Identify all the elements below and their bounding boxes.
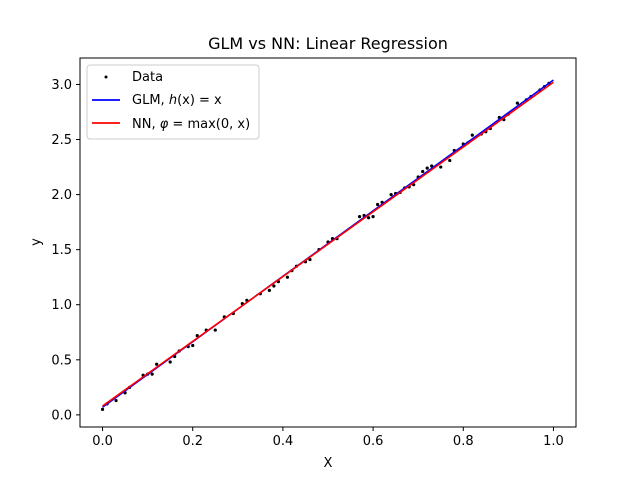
y-tick-label-4: 2.0 xyxy=(51,188,72,203)
axes-frame xyxy=(79,57,577,428)
data-point-29 xyxy=(308,257,312,262)
data-point-48 xyxy=(425,166,429,170)
y-tick-label-5: 2.5 xyxy=(51,133,72,148)
data-point-0 xyxy=(100,407,105,411)
data-point-9 xyxy=(168,360,172,364)
data-point-2 xyxy=(114,398,118,403)
x-tick-label-0: 0.0 xyxy=(92,434,113,449)
data-point-50 xyxy=(439,165,443,169)
data-point-38 xyxy=(376,202,380,207)
x-tick-label-5: 1.0 xyxy=(543,434,564,449)
data-point-62 xyxy=(515,101,519,105)
x-tick-label-1: 0.2 xyxy=(182,434,203,449)
legend-label-glm: GLM, h(x) = x xyxy=(132,93,222,108)
data-point-37 xyxy=(371,215,375,219)
y-tick-label-0: 0.0 xyxy=(51,408,72,423)
x-tick-label-3: 0.6 xyxy=(363,434,384,449)
data-point-13 xyxy=(191,343,195,348)
x-axis: 0.0 0.2 0.4 0.6 0.8 1.0 xyxy=(92,427,564,449)
y-tick-label-3: 1.5 xyxy=(51,243,72,258)
x-tick-label-4: 0.8 xyxy=(453,434,474,449)
chart-title: GLM vs NN: Linear Regression xyxy=(208,34,448,53)
data-point-49 xyxy=(430,164,434,168)
data-point-7 xyxy=(150,372,154,376)
data-point-14 xyxy=(195,333,199,338)
data-point-25 xyxy=(285,275,290,279)
legend-label-data: Data xyxy=(132,70,163,85)
data-point-8 xyxy=(155,362,159,366)
y-tick-label-2: 1.0 xyxy=(51,298,72,313)
plot-area xyxy=(100,79,554,411)
x-axis-title: X xyxy=(324,456,333,471)
y-tick-label-1: 0.5 xyxy=(51,353,72,368)
data-point-36 xyxy=(366,216,371,220)
x-tick-label-2: 0.4 xyxy=(273,434,294,449)
data-point-47 xyxy=(421,169,425,174)
data-point-51 xyxy=(448,158,452,163)
legend-marker-data xyxy=(104,75,108,79)
y-axis: 0.0 0.5 1.0 1.5 2.0 2.5 3.0 xyxy=(51,78,80,423)
data-point-16 xyxy=(213,328,217,332)
y-axis-title: y xyxy=(29,238,44,246)
legend-frame xyxy=(86,64,260,140)
data-point-34 xyxy=(357,215,362,219)
legend-label-nn: NN, φ = max(0, x) xyxy=(132,117,250,132)
legend: Data GLM, h(x) = x NN, φ = max(0, x) xyxy=(86,64,260,140)
data-point-22 xyxy=(267,288,271,293)
y-tick-label-6: 3.0 xyxy=(51,78,72,93)
nn-fit-line xyxy=(102,81,554,407)
data-point-23 xyxy=(272,284,276,288)
data-point-55 xyxy=(470,133,474,137)
data-point-40 xyxy=(389,192,393,197)
